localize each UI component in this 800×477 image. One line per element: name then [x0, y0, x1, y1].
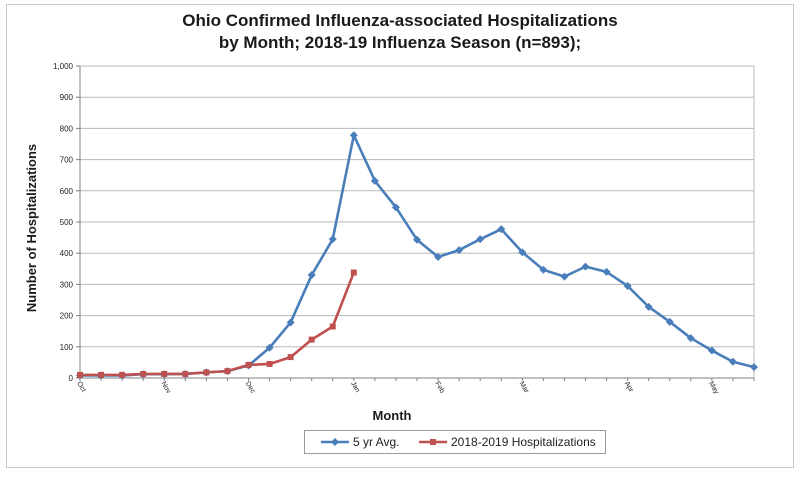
data-point-1 [224, 368, 231, 375]
x-tick-label: Feb [433, 381, 445, 395]
data-point-0 [434, 252, 443, 261]
y-tick-label: 1,000 [53, 62, 74, 71]
y-axis-label: Number of Hospitalizations [24, 144, 39, 312]
data-point-1 [203, 369, 210, 376]
data-point-0 [581, 262, 590, 271]
x-axis-label: Month [373, 408, 412, 423]
series-lines [78, 133, 756, 377]
data-point-1 [140, 370, 147, 377]
data-point-0 [328, 235, 337, 244]
series-markers [76, 131, 758, 380]
y-tick-label: 800 [60, 124, 74, 133]
chart-subtitle: by Month; 2018-19 Influenza Season (n=89… [218, 33, 582, 52]
data-point-1 [182, 370, 189, 377]
x-tick-label: Oct [75, 381, 87, 394]
y-tick-label: 600 [60, 187, 74, 196]
data-point-0 [644, 302, 653, 311]
data-point-0 [497, 225, 506, 234]
y-tick-label: 700 [60, 156, 74, 165]
data-point-0 [602, 267, 611, 276]
data-point-1 [98, 371, 105, 378]
data-point-0 [623, 281, 632, 290]
data-point-0 [707, 346, 716, 355]
data-point-0 [413, 235, 421, 244]
series-line-0 [78, 133, 756, 377]
axes [76, 65, 755, 381]
x-tick-label: Dec [244, 381, 257, 396]
data-point-0 [518, 248, 527, 257]
y-tick-label: 100 [60, 343, 74, 352]
legend-swatch-2018-2019 [419, 439, 447, 445]
x-tick-labels: Oct Nov Dec Jan Feb Mar Apr May [75, 381, 720, 396]
data-point-1 [119, 371, 126, 378]
y-tick-label: 900 [60, 93, 74, 102]
x-tick-label: May [707, 381, 720, 396]
data-point-1 [77, 371, 83, 378]
series-line-1 [78, 271, 356, 377]
legend-label-2018-2019: 2018-2019 Hospitalizations [451, 435, 596, 449]
y-tick-label: 400 [60, 249, 74, 258]
data-point-0 [560, 272, 569, 281]
chart-title: Ohio Confirmed Influenza-associated Hosp… [182, 11, 618, 30]
chart-frame [6, 4, 794, 468]
data-point-0 [686, 334, 695, 343]
data-point-0 [286, 318, 295, 327]
data-point-0 [370, 176, 379, 185]
y-tick-label: 200 [60, 312, 74, 321]
data-point-0 [665, 317, 674, 326]
data-point-0 [307, 271, 316, 280]
data-point-0 [728, 357, 737, 366]
legend-swatch-5yr [321, 438, 349, 446]
legend: 5 yr Avg. 2018-2019 Hospitalizations [304, 430, 606, 454]
x-tick-label: Nov [160, 381, 173, 396]
data-point-1 [266, 360, 273, 367]
data-point-0 [349, 131, 358, 140]
data-point-1 [329, 323, 336, 330]
data-point-0 [391, 203, 400, 212]
data-point-0 [265, 343, 274, 352]
data-point-1 [287, 354, 294, 361]
y-tick-label: 0 [69, 374, 74, 383]
data-point-0 [750, 363, 758, 372]
x-tick-label: Mar [518, 381, 530, 396]
data-point-1 [161, 370, 168, 377]
data-point-0 [476, 235, 485, 244]
gridlines [80, 65, 754, 379]
data-point-1 [245, 361, 252, 368]
data-point-0 [539, 265, 548, 274]
y-tick-label: 500 [60, 218, 74, 227]
data-point-1 [308, 336, 315, 343]
data-point-1 [350, 269, 357, 276]
data-point-0 [455, 246, 464, 255]
legend-label-5yr: 5 yr Avg. [353, 435, 400, 449]
x-tick-label: Jan [349, 381, 361, 394]
y-tick-labels: 0 100 200 300 400 500 600 700 800 900 1,000 [53, 62, 74, 383]
y-tick-label: 300 [60, 280, 74, 289]
x-tick-label: Apr [623, 381, 635, 395]
